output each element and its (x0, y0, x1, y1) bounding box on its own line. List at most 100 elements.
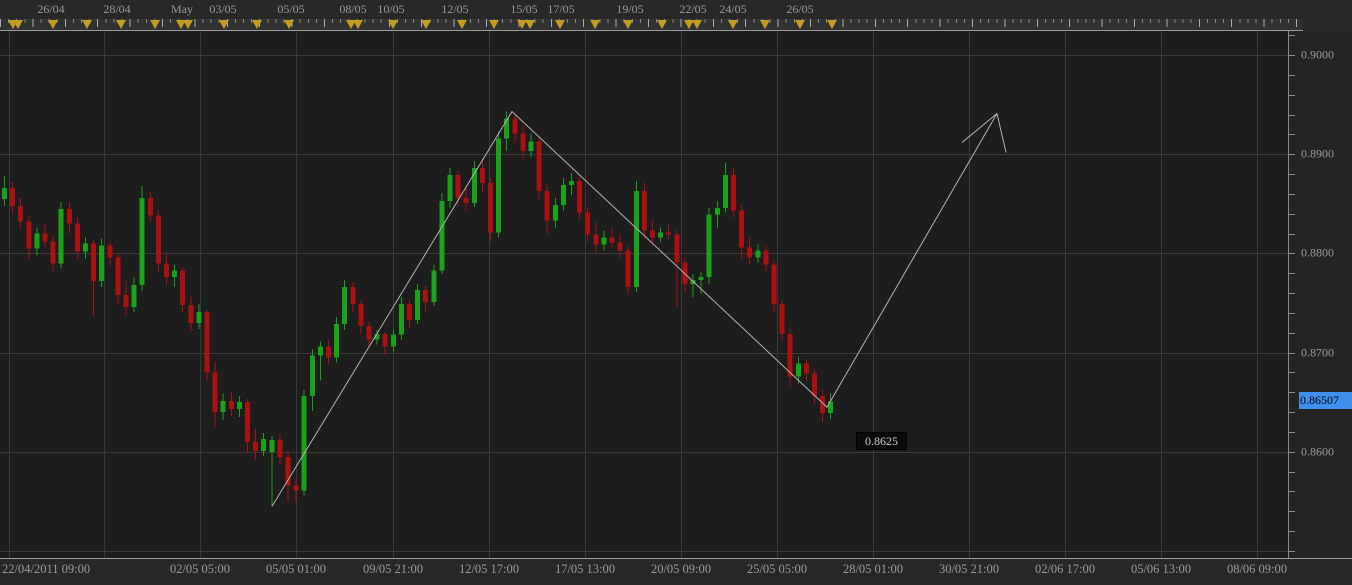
candle-down (666, 232, 672, 235)
candle-up (698, 277, 704, 281)
candle-down (787, 333, 793, 377)
candle-down (358, 303, 364, 326)
price-axis-label: 0.9000 (1301, 47, 1334, 62)
candle-down (164, 263, 169, 278)
event-marker-icon[interactable] (684, 20, 694, 29)
time-axis-label: 09/05 21:00 (362, 562, 424, 576)
event-marker-icon[interactable] (346, 20, 356, 29)
event-marker-icon[interactable] (760, 20, 770, 29)
candle-down (204, 311, 210, 373)
time-axis-label: 28/05 01:00 (842, 562, 904, 576)
event-marker-icon[interactable] (388, 20, 398, 29)
candle-down (285, 456, 291, 486)
candle-down (10, 187, 16, 206)
event-marker-icon[interactable] (590, 20, 600, 29)
event-marker-icon[interactable] (421, 20, 431, 29)
event-marker-icon[interactable] (728, 20, 738, 29)
candle-down (155, 215, 161, 264)
candle-down (180, 270, 186, 305)
candle-down (463, 197, 469, 203)
event-marker-icon[interactable] (555, 20, 565, 29)
timeline-date: 26/05 (786, 2, 814, 16)
time-axis-label: 05/06 13:00 (1130, 562, 1192, 576)
timeline-date: 10/05 (377, 2, 405, 16)
candle-down (625, 250, 631, 288)
time-axis-label: 02/06 17:00 (1034, 562, 1096, 576)
price-axis[interactable] (1289, 31, 1352, 558)
event-marker-icon[interactable] (284, 20, 294, 29)
candle-down (803, 363, 809, 374)
candle-down (123, 295, 129, 307)
zigzag-trendline[interactable] (271, 110, 998, 507)
event-marker-icon[interactable] (795, 20, 805, 29)
candle-down (820, 396, 826, 414)
timeline-ruler[interactable] (0, 19, 1303, 31)
candle-up (172, 270, 178, 278)
candle-up (528, 141, 534, 152)
candle-up (569, 180, 574, 185)
candle-up (317, 346, 323, 356)
projection-arrowhead[interactable] (961, 113, 1007, 153)
candle-up (633, 190, 639, 288)
candle-up (83, 243, 88, 252)
gridlines (0, 31, 1288, 558)
time-axis[interactable] (0, 558, 1352, 585)
timeline-date: 08/05 (339, 2, 367, 16)
candle-down (577, 180, 583, 213)
candle-up (714, 207, 720, 215)
event-marker-icon[interactable] (219, 20, 229, 29)
candle-up (309, 355, 315, 397)
candle-up (706, 214, 712, 278)
candle-down (107, 245, 113, 258)
candle-up (552, 204, 558, 221)
timeline-date: 15/05 (510, 2, 538, 16)
candle-down (407, 303, 412, 320)
candle-up (398, 303, 404, 335)
candle-down (277, 439, 283, 457)
candle-down (423, 290, 429, 303)
candle-up (131, 285, 137, 307)
candles (2, 111, 834, 507)
candle-down (812, 373, 817, 397)
event-marker-icon[interactable] (353, 20, 363, 29)
event-marker-icon[interactable] (13, 20, 23, 29)
timeline-date: 24/05 (719, 2, 747, 16)
candle-down (91, 243, 97, 282)
event-marker-icon[interactable] (489, 20, 499, 29)
time-axis-label: 25/05 05:00 (746, 562, 808, 576)
event-marker-icon[interactable] (827, 20, 837, 29)
event-marker-icon[interactable] (183, 20, 193, 29)
candle-up (99, 245, 105, 282)
event-marker-icon[interactable] (150, 20, 160, 29)
candle-down (66, 208, 72, 224)
timeline-date: May (171, 2, 193, 16)
candle-up (755, 250, 761, 258)
event-marker-icon[interactable] (457, 20, 467, 29)
event-marker-icon[interactable] (623, 20, 633, 29)
candle-down (609, 237, 615, 243)
candle-down (26, 221, 32, 249)
event-marker-icon[interactable] (252, 20, 262, 29)
candle-down (350, 287, 356, 304)
event-marker-icon[interactable] (525, 20, 535, 29)
price-axis-label: 0.8700 (1301, 345, 1334, 360)
timeline-date: 12/05 (441, 2, 469, 16)
candle-down (771, 264, 777, 304)
candle-up (439, 200, 445, 271)
candle-down (512, 118, 518, 134)
event-marker-icon[interactable] (116, 20, 126, 29)
event-marker-icon[interactable] (517, 20, 527, 29)
event-marker-icon[interactable] (48, 20, 58, 29)
candle-up (828, 401, 834, 414)
candle-up (374, 333, 380, 340)
event-marker-icon[interactable] (82, 20, 92, 29)
timeline-date: 03/05 (209, 2, 237, 16)
time-axis-label: 05/05 01:00 (265, 562, 327, 576)
event-marker-icon[interactable] (692, 20, 702, 29)
candle-up (58, 208, 64, 264)
candle-down (382, 333, 388, 347)
event-marker-icon[interactable] (657, 20, 667, 29)
event-marker-icon[interactable] (176, 20, 186, 29)
